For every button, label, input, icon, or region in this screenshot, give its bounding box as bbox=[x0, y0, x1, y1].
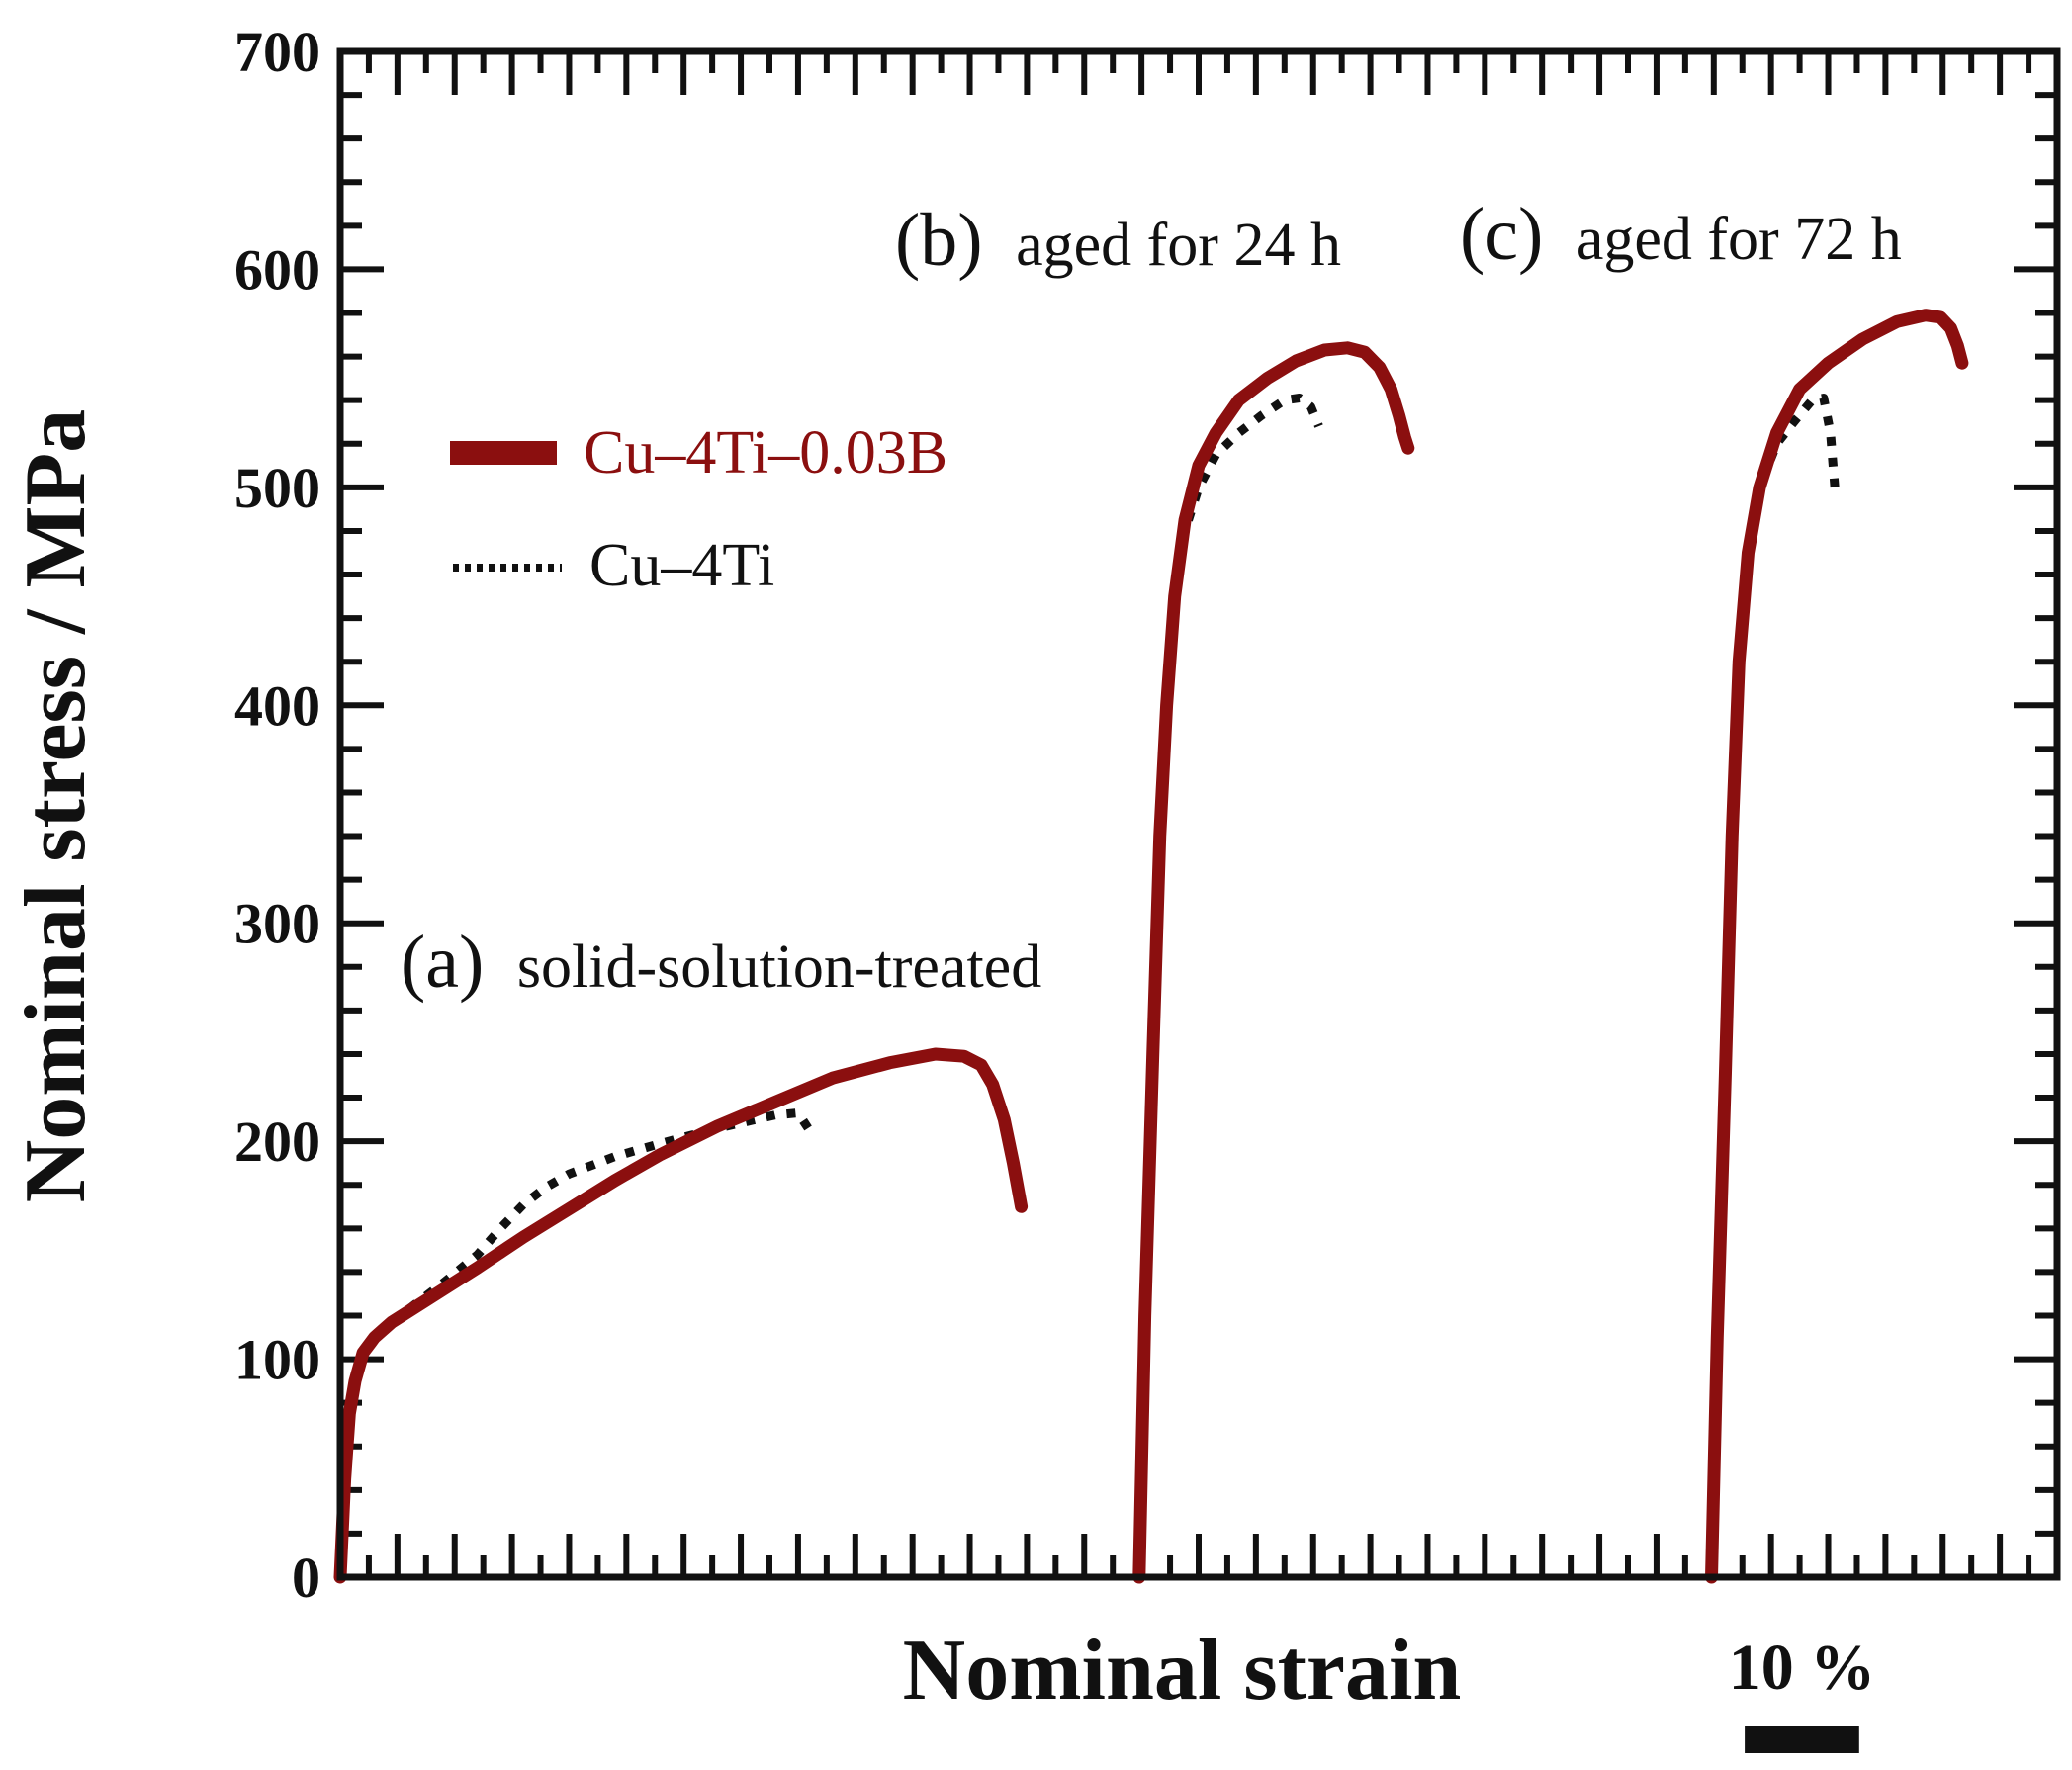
legend-label-base: Cu–4Ti bbox=[589, 532, 774, 599]
y-tick-label: 600 bbox=[234, 237, 320, 302]
scale-bar-rect bbox=[1745, 1726, 1859, 1753]
scale-bar-label: 10 % bbox=[1729, 1632, 1876, 1704]
annotation-b: (b) aged for 24 h bbox=[895, 199, 1341, 282]
scale-bar: 10 % bbox=[1729, 1632, 1876, 1753]
y-tick-label: 100 bbox=[234, 1328, 320, 1392]
annotation-a-label: (a) bbox=[401, 921, 484, 1004]
series-line-3 bbox=[1134, 394, 1323, 1578]
annotation-c: (c) aged for 72 h bbox=[1460, 193, 1902, 276]
annotation-a-text: solid-solution-treated bbox=[517, 933, 1041, 1001]
y-tick-label: 700 bbox=[234, 20, 320, 84]
annotation-b-label: (b) bbox=[895, 199, 983, 282]
annotation-c-label: (c) bbox=[1460, 193, 1543, 276]
y-tick-label: 300 bbox=[234, 892, 320, 956]
y-tick-label: 200 bbox=[234, 1109, 320, 1174]
y-tick-label: 400 bbox=[234, 673, 320, 738]
x-axis-title: Nominal strain bbox=[903, 1623, 1462, 1719]
series-line-4 bbox=[1705, 309, 1969, 1584]
axis-ticks bbox=[337, 48, 2060, 1580]
series-line-2 bbox=[1132, 341, 1415, 1584]
annotation-b-text: aged for 24 h bbox=[1016, 212, 1341, 279]
plot-series bbox=[333, 309, 1969, 1584]
series-line-0 bbox=[333, 1047, 1029, 1584]
annotation-a: (a) solid-solution-treated bbox=[401, 921, 1041, 1004]
series-line-1 bbox=[335, 1108, 814, 1578]
legend: Cu–4Ti–0.03B Cu–4Ti bbox=[450, 419, 947, 599]
y-axis-title: Nominal stress / MPa bbox=[8, 409, 104, 1203]
y-tick-label: 0 bbox=[292, 1546, 320, 1610]
plot-frame bbox=[336, 47, 2061, 1581]
y-tick-labels: 0 100 200 300 400 500 600 700 bbox=[234, 20, 320, 1610]
y-tick-label: 500 bbox=[234, 456, 320, 520]
legend-label-boron: Cu–4Ti–0.03B bbox=[584, 419, 947, 487]
annotation-c-text: aged for 72 h bbox=[1577, 206, 1902, 273]
